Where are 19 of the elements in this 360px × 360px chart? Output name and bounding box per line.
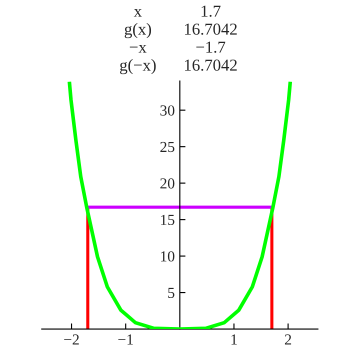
text: g(−x) bbox=[120, 59, 156, 74]
x-tick-label: −2 bbox=[64, 334, 79, 344]
text: 1.7 bbox=[202, 6, 221, 17]
y-tick-label: 5 bbox=[168, 288, 174, 298]
line-series bbox=[68, 81, 292, 330]
text: g(x) bbox=[124, 23, 152, 38]
text: 16.7042 bbox=[184, 60, 237, 71]
y-tick-label: 30 bbox=[160, 105, 174, 116]
x-tick-label: 1 bbox=[231, 334, 237, 344]
y-tick-label: 10 bbox=[161, 251, 174, 262]
text: 16.7042 bbox=[184, 24, 237, 35]
y-tick-label: 15 bbox=[161, 214, 174, 226]
y-tick-label: 20 bbox=[160, 178, 174, 189]
x-tick-label: −1 bbox=[118, 334, 133, 344]
text: −x bbox=[130, 44, 147, 53]
x-tick-label: 2 bbox=[284, 334, 292, 344]
y-tick-label: 25 bbox=[160, 142, 174, 152]
text: x bbox=[134, 8, 142, 17]
text: −1.7 bbox=[196, 42, 226, 53]
